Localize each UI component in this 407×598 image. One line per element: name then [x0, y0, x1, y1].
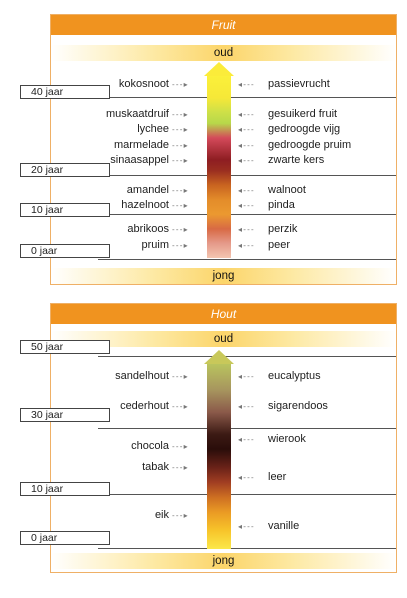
- hout-right-label: sigarendoos: [268, 400, 328, 412]
- arrow-left-icon: ◂ - - -: [238, 80, 254, 89]
- fruit-bottom-label: jong: [51, 268, 396, 284]
- fruit-age-10: 10 jaar: [20, 203, 110, 217]
- fruit-age-20: 20 jaar: [20, 163, 110, 177]
- arrow-right-icon: - - - ▸: [172, 186, 188, 195]
- fruit-right-label: walnoot: [268, 184, 306, 196]
- arrow-left-icon: ◂ - - -: [238, 402, 254, 411]
- hout-right-label: leer: [268, 471, 287, 483]
- arrow-left-icon: ◂ - - -: [238, 201, 254, 210]
- hout-left-label: eik: [154, 509, 169, 521]
- hout-right-label: vanille: [268, 520, 300, 532]
- hout-left-label: cederhout: [120, 400, 169, 412]
- arrow-right-icon: - - - ▸: [172, 402, 188, 411]
- arrow-right-icon: - - - ▸: [172, 442, 188, 451]
- hout-panel-title: Hout: [51, 304, 396, 324]
- hout-bar-tip: [204, 350, 234, 364]
- hout-right-label: eucalyptus: [268, 370, 321, 382]
- fruit-right-label: pinda: [268, 199, 295, 211]
- fruit-right-label: peer: [268, 239, 291, 251]
- fruit-right-label: gedroogde vijg: [268, 123, 341, 135]
- fruit-age-0: 0 jaar: [20, 244, 110, 258]
- fruit-left-label: hazelnoot: [121, 199, 169, 211]
- fruit-right-label: passievrucht: [268, 78, 330, 90]
- hout-left-label: sandelhout: [115, 370, 169, 382]
- arrow-right-icon: - - - ▸: [172, 225, 188, 234]
- fruit-bar-tip: [204, 62, 234, 76]
- fruit-left-label: amandel: [126, 184, 169, 196]
- fruit-left-label: muskaatdruif: [106, 108, 169, 120]
- fruit-age-line: [98, 175, 396, 176]
- hout-age-line: [98, 548, 396, 549]
- fruit-top-label: oud: [51, 45, 396, 61]
- hout-left-label: chocola: [131, 440, 169, 452]
- arrow-left-icon: ◂ - - -: [238, 372, 254, 381]
- arrow-right-icon: - - - ▸: [172, 110, 188, 119]
- arrow-right-icon: - - - ▸: [172, 141, 188, 150]
- arrow-left-icon: ◂ - - -: [238, 110, 254, 119]
- arrow-left-icon: ◂ - - -: [238, 225, 254, 234]
- fruit-left-label: kokosnoot: [118, 78, 169, 90]
- hout-age-line: [98, 494, 396, 495]
- fruit-age-line: [98, 259, 396, 260]
- fruit-left-label: sinaasappel: [110, 154, 169, 166]
- hout-age-0: 0 jaar: [20, 531, 110, 545]
- arrow-right-icon: - - - ▸: [172, 372, 188, 381]
- fruit-gradient-bar: [207, 76, 231, 258]
- arrow-right-icon: - - - ▸: [172, 80, 188, 89]
- hout-age-10: 10 jaar: [20, 482, 110, 496]
- hout-gradient-bar: [207, 364, 231, 549]
- arrow-left-icon: ◂ - - -: [238, 125, 254, 134]
- arrow-left-icon: ◂ - - -: [238, 141, 254, 150]
- arrow-left-icon: ◂ - - -: [238, 186, 254, 195]
- arrow-left-icon: ◂ - - -: [238, 473, 254, 482]
- fruit-right-label: zwarte kers: [268, 154, 325, 166]
- fruit-age-40: 40 jaar: [20, 85, 110, 99]
- hout-age-line: [98, 356, 396, 357]
- arrow-left-icon: ◂ - - -: [238, 241, 254, 250]
- fruit-left-label: marmelade: [113, 139, 169, 151]
- fruit-age-line: [98, 214, 396, 215]
- fruit-age-line: [98, 97, 396, 98]
- fruit-panel-title: Fruit: [51, 15, 396, 35]
- arrow-right-icon: - - - ▸: [172, 201, 188, 210]
- fruit-right-label: gedroogde pruim: [268, 139, 352, 151]
- hout-bottom-label: jong: [51, 553, 396, 569]
- arrow-right-icon: - - - ▸: [172, 241, 188, 250]
- arrow-right-icon: - - - ▸: [172, 125, 188, 134]
- hout-age-30: 30 jaar: [20, 408, 110, 422]
- fruit-right-label: perzik: [268, 223, 298, 235]
- fruit-left-label: pruim: [141, 239, 169, 251]
- fruit-left-label: lychee: [137, 123, 169, 135]
- hout-age-50: 50 jaar: [20, 340, 110, 354]
- fruit-right-label: gesuikerd fruit: [268, 108, 338, 120]
- arrow-right-icon: - - - ▸: [172, 156, 188, 165]
- fruit-left-label: abrikoos: [127, 223, 169, 235]
- arrow-left-icon: ◂ - - -: [238, 435, 254, 444]
- arrow-left-icon: ◂ - - -: [238, 156, 254, 165]
- hout-top-label: oud: [51, 331, 396, 347]
- arrow-right-icon: - - - ▸: [172, 463, 188, 472]
- arrow-left-icon: ◂ - - -: [238, 522, 254, 531]
- hout-age-line: [98, 428, 396, 429]
- arrow-right-icon: - - - ▸: [172, 511, 188, 520]
- hout-right-label: wierook: [268, 433, 306, 445]
- hout-left-label: tabak: [142, 461, 169, 473]
